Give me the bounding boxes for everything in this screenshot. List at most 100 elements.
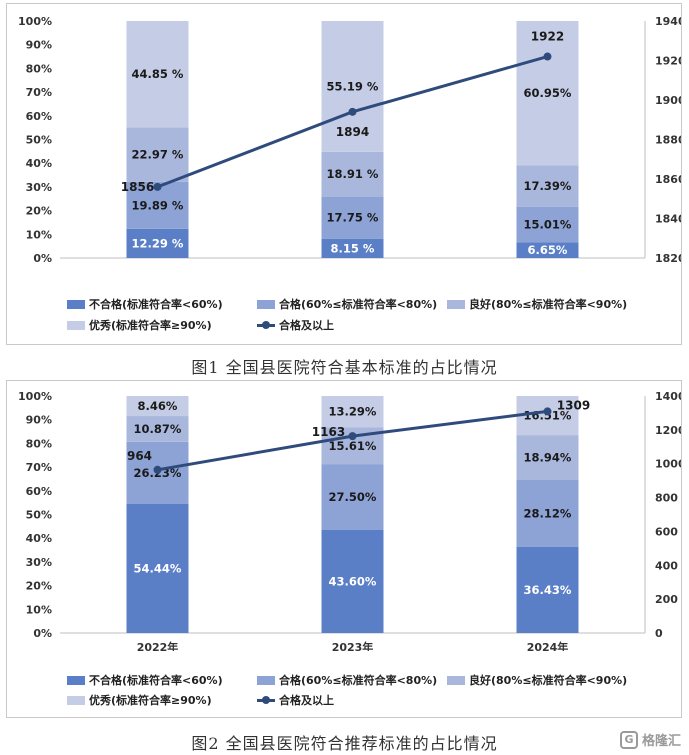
legend-line-marker (257, 695, 275, 705)
legend-swatch-good (447, 675, 465, 685)
line-data-label: 1163 (312, 425, 345, 439)
y-right-tick-label: 600 (655, 525, 678, 538)
legend-item-good: 良好(80%≤标准符合率<90%) (447, 296, 627, 312)
line-point (348, 432, 357, 441)
legend-label-line: 合格及以上 (279, 694, 334, 707)
y-right-tick-label: 0 (655, 627, 663, 640)
bar-data-label: 27.50% (329, 490, 377, 504)
bar-segment (516, 165, 579, 207)
legend-label-excellent: 优秀(标准符合率≥90%) (89, 694, 212, 707)
bar-segment (126, 127, 189, 182)
chart-1-svg: 0% 10% 20% 30% 40% 50% 60% 70% 80% 90% 100% 1820 184… (18, 15, 681, 264)
legend-label-fail: 不合格(标准符合率<60%) (89, 298, 223, 311)
line-point (348, 107, 357, 116)
y-right-tick-label: 1900 (655, 94, 681, 107)
line-point (153, 182, 162, 191)
y-left-tick-label: 80% (26, 62, 52, 75)
legend-label-pass: 合格(60%≤标准符合率<80%) (279, 674, 438, 687)
y-right-tick-label: 1400 (655, 390, 681, 403)
line-data-label: 964 (127, 449, 152, 463)
bar-segment (321, 238, 384, 258)
bar-segment (516, 21, 579, 166)
line-data-label: 1856 (121, 180, 154, 194)
y-right-tick-label: 200 (655, 593, 678, 606)
x-tick-label: 2023年 (332, 640, 374, 651)
bar-segment (126, 503, 189, 633)
legend-item-line: 合格及以上 (257, 692, 334, 708)
bar-data-label: 18.94% (524, 451, 572, 465)
bar-segment (321, 151, 384, 197)
y-left-tick-label: 20% (26, 580, 52, 593)
bar-segment (516, 242, 579, 258)
line-point (543, 52, 552, 61)
y-left-tick-label: 0% (33, 252, 52, 264)
y-right-tick-label: 1200 (655, 424, 681, 437)
y-left-tick-label: 40% (26, 157, 52, 170)
y-right-tick-label: 800 (655, 492, 678, 505)
bar-segment (516, 435, 579, 481)
bar-data-label: 15.01% (524, 217, 572, 231)
bar-data-label: 15.61% (329, 439, 377, 453)
y-right-tick-label: 1920 (655, 55, 681, 68)
legend-line-marker (257, 320, 275, 330)
bar-data-label: 17.39% (524, 179, 572, 193)
bar-segment (321, 196, 384, 239)
legend-swatch-pass (257, 675, 275, 685)
bar-data-label: 55.19 % (327, 79, 379, 93)
bar-data-label: 8.15 % (331, 241, 375, 255)
bar-data-label: 60.95% (524, 86, 572, 100)
watermark: G 格隆汇 (619, 730, 681, 749)
y-left-tick-label: 60% (26, 110, 52, 123)
legend-item-excellent: 优秀(标准符合率≥90%) (67, 317, 212, 333)
y-right-tick-label: 1840 (655, 213, 681, 226)
bar-data-label: 18.91 % (327, 167, 379, 181)
bar-segment (126, 228, 189, 258)
y-left-tick-label: 60% (26, 485, 52, 498)
chart-panel-2: 0% 10% 20% 30% 40% 50% 60% 70% 80% 90% 100% 0 200 400… (6, 380, 682, 718)
legend-label-good: 良好(80%≤标准符合率<90%) (469, 674, 628, 687)
bar-data-label: 22.97 % (132, 148, 184, 162)
line-data-label: 1922 (531, 30, 564, 44)
y-left-tick-label: 90% (26, 414, 52, 427)
legend-label-line: 合格及以上 (279, 319, 334, 332)
legend-label-pass: 合格(60%≤标准符合率<80%) (279, 298, 438, 311)
y-left-tick-label: 100% (18, 15, 52, 28)
watermark-text: 格隆汇 (641, 734, 681, 749)
legend-item-good: 良好(80%≤标准符合率<90%) (447, 672, 627, 688)
bar-data-label: 13.29% (329, 405, 377, 419)
bar-data-label: 54.44% (134, 561, 182, 575)
legend-swatch-fail (67, 675, 85, 685)
y-left-tick-label: 70% (26, 461, 52, 474)
bar-data-label: 36.43% (524, 583, 572, 597)
y-left-tick-label: 20% (26, 205, 52, 218)
bar-segment (126, 416, 189, 442)
bar-segment (516, 206, 579, 243)
legend-swatch-excellent (67, 695, 85, 705)
legend-item-fail: 不合格(标准符合率<60%) (67, 296, 223, 312)
bar-data-label: 12.29 % (132, 236, 184, 250)
bar-segment (321, 21, 384, 152)
bar-segment (516, 480, 579, 547)
legend-item-fail: 不合格(标准符合率<60%) (67, 672, 223, 688)
bar-data-label: 19.89 % (132, 198, 184, 212)
line-data-label: 1309 (557, 398, 590, 412)
y-left-tick-label: 30% (26, 556, 52, 569)
x-tick-label: 2024年 (527, 640, 569, 651)
line-point (543, 407, 552, 416)
y-left-tick-label: 100% (18, 390, 52, 403)
y-right-tick-label: 1000 (655, 458, 681, 471)
bar-segment (516, 546, 579, 633)
bar-data-label: 44.85 % (132, 67, 184, 81)
legend-item-line: 合格及以上 (257, 317, 334, 333)
line-point (153, 465, 162, 474)
y-right-tick-label: 1880 (655, 134, 681, 147)
caption-1: 图1 全国县医院符合基本标准的占比情况 (191, 358, 498, 377)
y-left-tick-label: 40% (26, 532, 52, 545)
legend-item-pass: 合格(60%≤标准符合率<80%) (257, 672, 437, 688)
bar-segment (321, 464, 384, 530)
legend-label-fail: 不合格(标准符合率<60%) (89, 674, 223, 687)
legend-swatch-excellent (67, 320, 85, 330)
legend-item-excellent: 优秀(标准符合率≥90%) (67, 692, 212, 708)
legend-swatch-fail (67, 299, 85, 309)
bar-segment (516, 396, 579, 436)
